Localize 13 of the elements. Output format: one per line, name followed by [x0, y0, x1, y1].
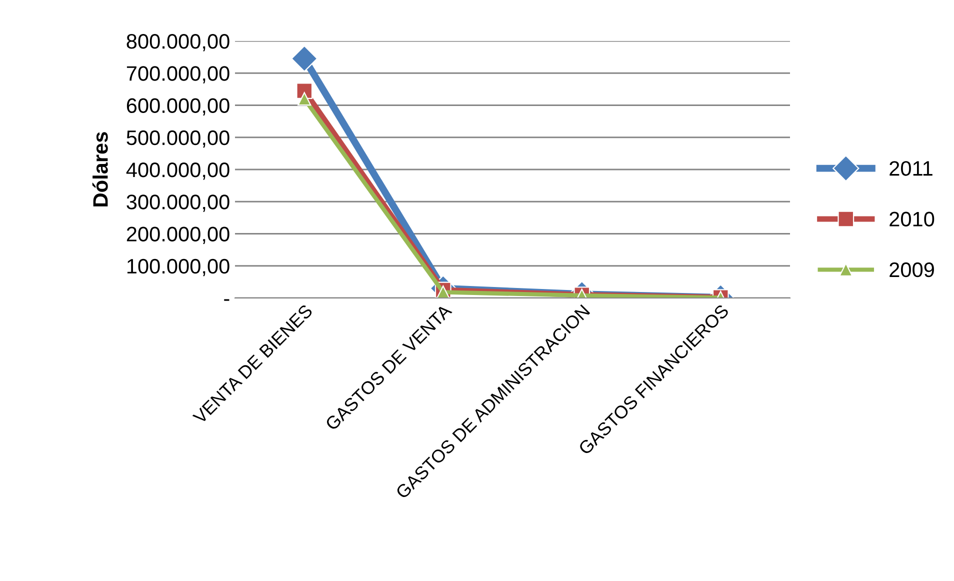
y-tick-label: 400.000,00 — [126, 162, 230, 180]
legend-label: 2010 — [890, 212, 934, 226]
legend-label: 2011 — [890, 161, 932, 176]
y-tick-label: 500.000,00 — [126, 130, 230, 148]
y-tick-label: 600.000,00 — [126, 98, 230, 116]
y-axis-title: Dólares — [92, 132, 108, 206]
y-tick-label: 700.000,00 — [126, 66, 230, 84]
legend-label: 2009 — [890, 262, 934, 278]
y-tick-label: 200.000,00 — [126, 226, 230, 244]
y-tick-label: 100.000,00 — [127, 258, 230, 276]
y-tick-label: - — [224, 299, 230, 301]
y-tick-label: 300.000,00 — [126, 194, 230, 212]
y-tick-label: 800.000,00 — [126, 34, 230, 52]
